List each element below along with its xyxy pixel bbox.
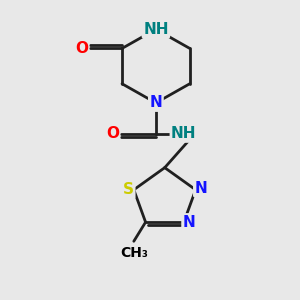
Text: N: N bbox=[149, 95, 162, 110]
Text: N: N bbox=[183, 214, 196, 230]
Text: NH: NH bbox=[143, 22, 169, 37]
Text: O: O bbox=[106, 126, 119, 141]
Text: S: S bbox=[123, 182, 134, 197]
Text: N: N bbox=[195, 181, 207, 196]
Text: O: O bbox=[75, 41, 88, 56]
Text: NH: NH bbox=[171, 126, 196, 141]
Text: CH₃: CH₃ bbox=[120, 246, 148, 260]
